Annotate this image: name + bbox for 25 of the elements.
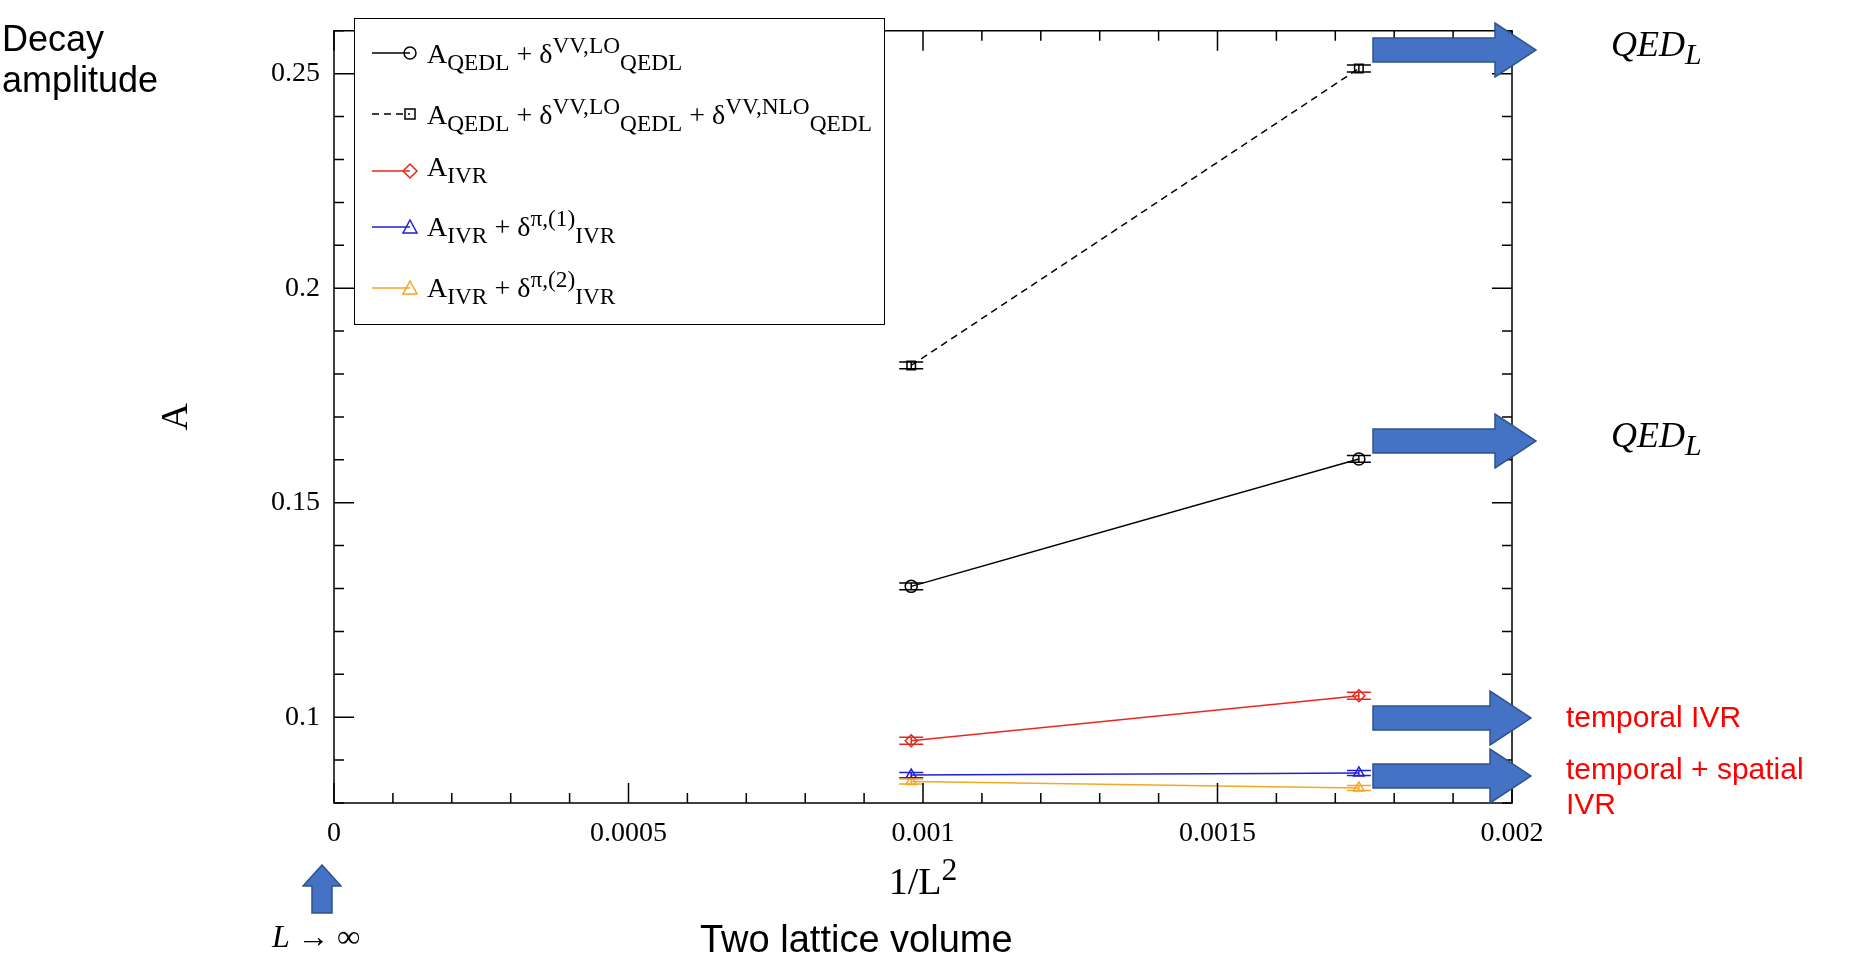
- y-tick-label: 0.25: [271, 56, 320, 88]
- legend-label: A$_{IVR}$: [427, 149, 488, 190]
- point: [904, 579, 918, 594]
- point: [904, 734, 918, 748]
- x-tick-label: 0.0015: [1179, 816, 1256, 848]
- text: temporal IVR: [1566, 700, 1743, 735]
- point: [1352, 689, 1366, 703]
- text: L → ∞: [272, 918, 362, 955]
- text: temporal + spatial IVR: [1566, 752, 1805, 821]
- y-tick-label: 0.1: [285, 699, 320, 731]
- y-tick-label: 0.15: [271, 485, 320, 517]
- point: [906, 360, 917, 371]
- text: Two lattice volume: [700, 918, 1014, 962]
- x-tick-label: 0.0005: [590, 816, 667, 848]
- text: Decay amplitude: [2, 18, 160, 101]
- point: [1353, 63, 1364, 74]
- point: [1352, 452, 1366, 466]
- x-tick-label: 0.001: [891, 816, 955, 848]
- text: QED$_{L}$: [1611, 24, 1703, 72]
- x-tick-label: 0: [327, 816, 341, 848]
- y-tick-label: 0.2: [285, 270, 320, 302]
- text: QED$_{L}$: [1611, 415, 1703, 463]
- x-axis-title: 1/L$^{2}$: [887, 852, 959, 903]
- x-tick-label: 0.002: [1480, 816, 1544, 848]
- y-axis-title: A: [152, 402, 195, 431]
